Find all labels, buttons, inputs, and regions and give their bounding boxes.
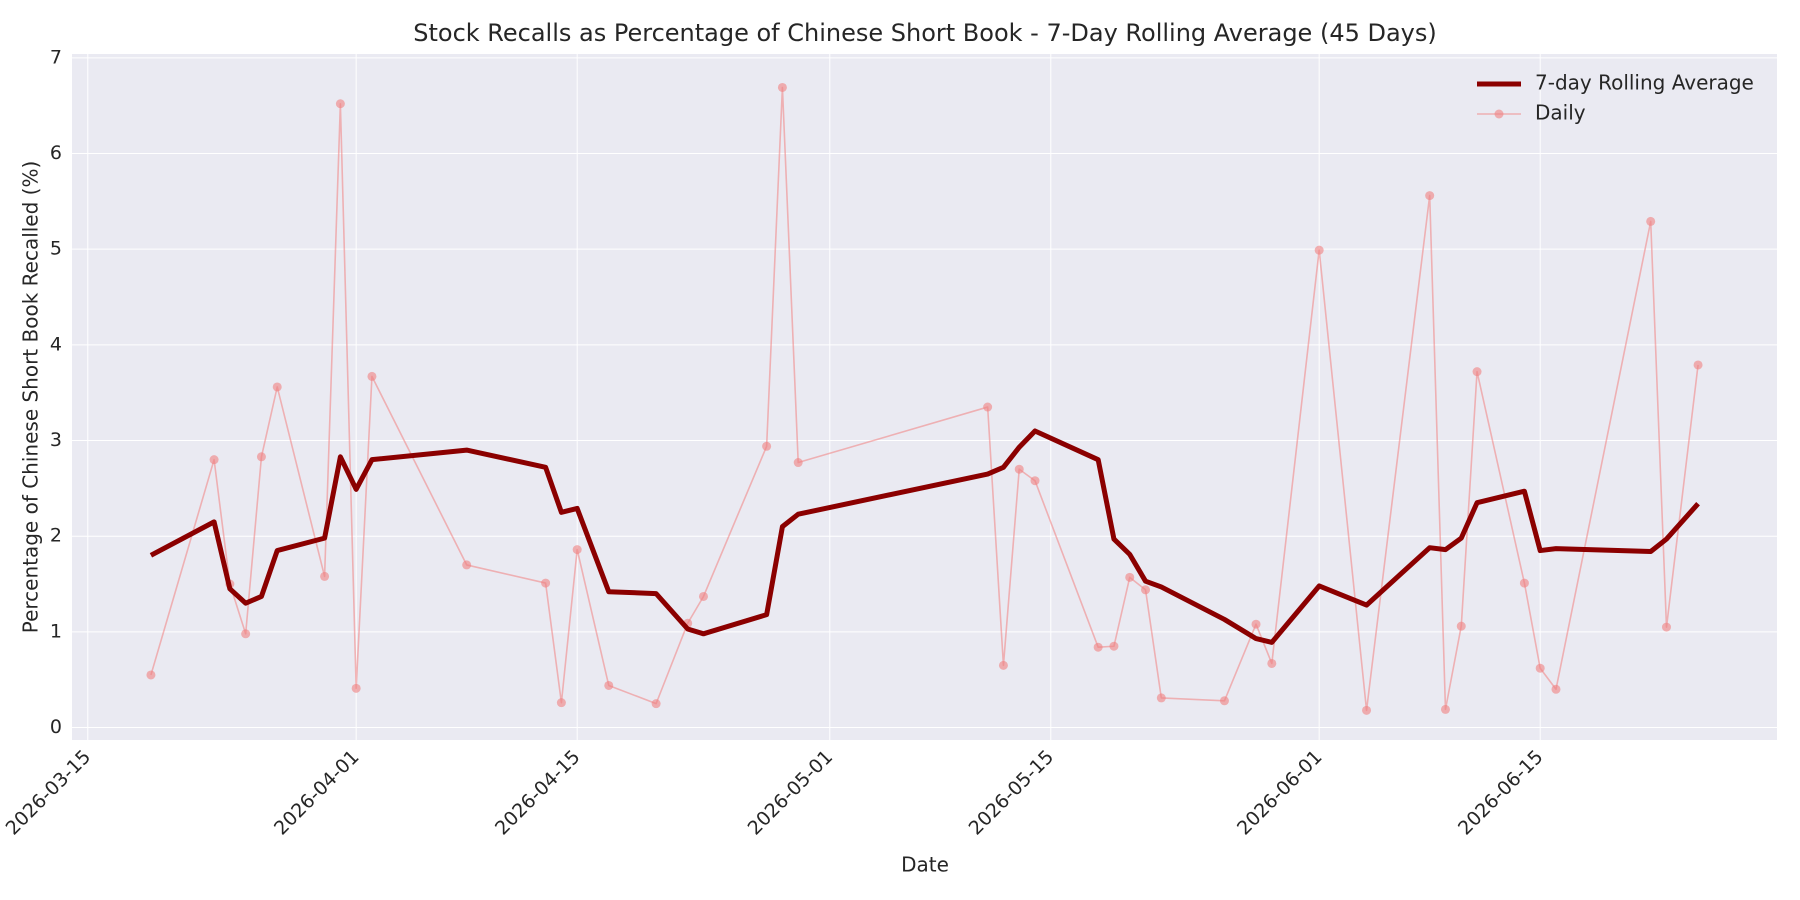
y-tick-label: 4: [50, 333, 62, 355]
x-tick-label: 2026-04-01: [270, 746, 364, 840]
point: [1267, 658, 1277, 668]
point: [1519, 578, 1529, 588]
point: [777, 82, 787, 92]
plot-area: [72, 54, 1777, 740]
point: [1646, 216, 1656, 226]
point: [793, 458, 803, 468]
point: [146, 670, 156, 680]
point: [272, 382, 282, 392]
x-tick-label: 2026-04-15: [491, 746, 585, 840]
point: [1109, 641, 1119, 651]
point: [1551, 684, 1561, 694]
point: [256, 452, 266, 462]
y-tick-label: 7: [50, 46, 62, 68]
point: [1125, 572, 1135, 582]
legend-label: Daily: [1535, 101, 1586, 125]
point: [1030, 476, 1040, 486]
point: [762, 441, 772, 451]
point: [983, 402, 993, 412]
point: [1456, 621, 1466, 631]
y-tick-label: 5: [50, 238, 62, 260]
point: [1661, 622, 1671, 632]
y-tick-label: 0: [50, 716, 62, 738]
x-tick-label: 2026-06-15: [1454, 746, 1548, 840]
point: [556, 698, 566, 708]
legend-label: 7-day Rolling Average: [1535, 71, 1754, 95]
point: [1219, 696, 1229, 706]
point: [320, 571, 330, 581]
point: [1093, 642, 1103, 652]
chart-title: Stock Recalls as Percentage of Chinese S…: [413, 19, 1437, 47]
point: [1693, 360, 1703, 370]
y-tick-label: 1: [50, 620, 62, 642]
x-tick-label: 2026-05-15: [965, 746, 1059, 840]
point: [1472, 367, 1482, 377]
point: [572, 545, 582, 555]
point: [1362, 705, 1372, 715]
x-axis-label: Date: [901, 853, 949, 877]
point: [541, 578, 551, 588]
point: [1314, 245, 1324, 255]
point: [1535, 663, 1545, 673]
point: [241, 629, 251, 639]
x-tick-label: 2026-05-01: [744, 746, 838, 840]
x-tick-label: 2026-06-01: [1233, 746, 1327, 840]
point: [1251, 619, 1261, 629]
point: [998, 660, 1008, 670]
y-axis-label: Percentage of Chinese Short Book Recalle…: [19, 161, 43, 634]
point: [462, 560, 472, 570]
y-tick-label: 2: [50, 525, 62, 547]
point: [698, 591, 708, 601]
line: [149, 428, 1700, 645]
y-tick-label: 6: [50, 142, 62, 164]
point: [351, 683, 361, 693]
x-tick-label: 2026-03-15: [2, 746, 96, 840]
y-tick-label: 3: [50, 429, 62, 451]
point: [1014, 464, 1024, 474]
point: [604, 680, 614, 690]
point: [651, 699, 661, 709]
point: [209, 455, 219, 465]
legend-marker: [1494, 109, 1504, 119]
point: [1156, 693, 1166, 703]
point: [367, 371, 377, 381]
point: [335, 99, 345, 109]
point: [1141, 585, 1151, 595]
point: [1440, 704, 1450, 714]
point: [1425, 191, 1435, 201]
